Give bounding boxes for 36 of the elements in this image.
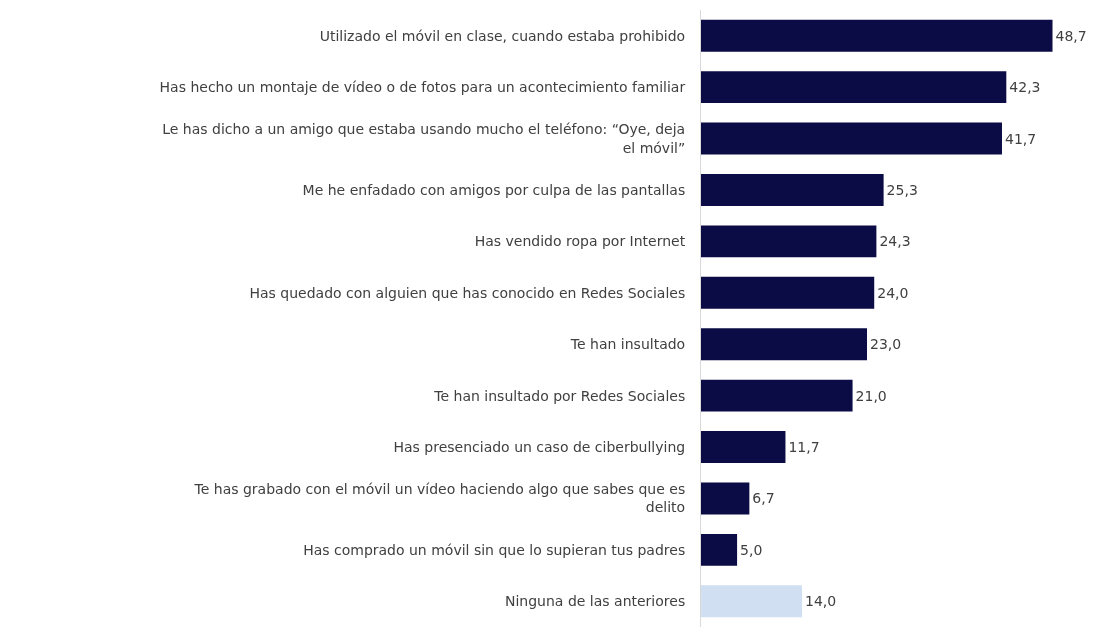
y-tick-label: Te han insultado por Redes Sociales (433, 387, 686, 404)
bar (701, 431, 786, 463)
bar (701, 19, 1053, 52)
bar (701, 276, 875, 309)
y-tick-label: Has comprado un móvil sin que lo supieran tus padres (303, 541, 686, 558)
y-tick-label: Has vendido ropa por Internet (474, 233, 686, 250)
data-label: 24,0 (877, 284, 909, 301)
bar (701, 122, 1002, 155)
data-label: 42,3 (1009, 79, 1041, 96)
y-tick-label: Me he enfadado con amigos por culpa de las pantallas (302, 181, 686, 198)
data-label: 14,0 (805, 593, 837, 610)
y-tick-label: Has presenciado un caso de ciberbullying (393, 438, 686, 455)
bar (701, 585, 803, 618)
data-label: 41,7 (1004, 130, 1037, 147)
bar (701, 174, 884, 206)
data-label: 48,7 (1055, 27, 1087, 44)
bar (701, 328, 868, 361)
data-label: 25,3 (886, 181, 918, 198)
y-tick-label: Te has grabado con el móvil un vídeo haciendo algo que sabes que es delito (193, 481, 686, 516)
y-tick-label: Ninguna de las anteriores (505, 593, 686, 610)
data-label: 24,3 (879, 233, 911, 250)
bar (701, 482, 750, 515)
bar (701, 533, 738, 566)
data-label: 11,7 (788, 439, 820, 456)
bar (701, 225, 877, 258)
y-tick-label: Has hecho un montaje de vídeo o de fotos para un acontecimiento familiar (159, 79, 686, 96)
y-tick-label: Has quedado con alguien que has conocido en Redes Sociales (249, 284, 686, 301)
data-label: 6,7 (752, 490, 775, 507)
data-label: 21,0 (855, 387, 887, 404)
bar (701, 71, 1007, 104)
y-tick-label: Utilizado el móvil en clase, cuando estaba prohibido (319, 27, 686, 44)
data-label: 23,0 (870, 336, 902, 353)
data-label: 5,0 (740, 541, 763, 558)
y-tick-label: Te han insultado (569, 336, 686, 353)
bar (701, 379, 853, 412)
y-tick-label: Le has dicho a un amigo que estaba usando mucho el teléfono: “Oye, deja el móvil” (162, 121, 686, 156)
